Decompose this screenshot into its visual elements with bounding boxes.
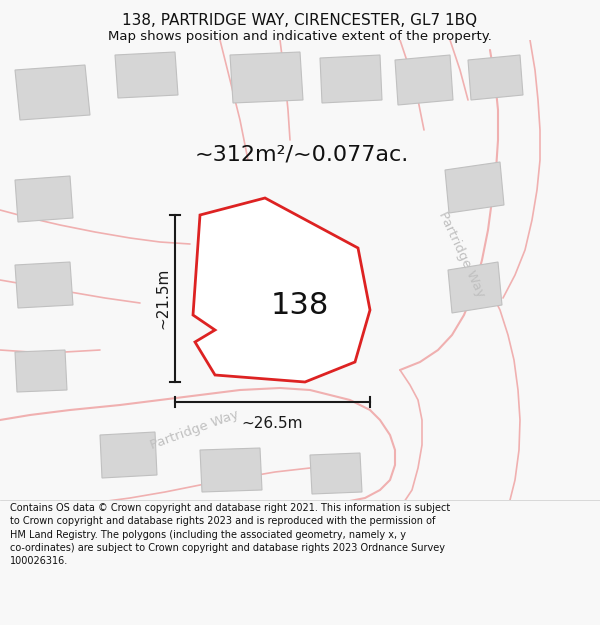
Polygon shape [15, 65, 90, 120]
Polygon shape [15, 176, 73, 222]
Polygon shape [200, 448, 262, 492]
Polygon shape [15, 350, 67, 392]
Polygon shape [445, 162, 504, 213]
Text: 138: 138 [271, 291, 329, 319]
Text: Partridge Way: Partridge Way [149, 408, 241, 452]
Text: Contains OS data © Crown copyright and database right 2021. This information is : Contains OS data © Crown copyright and d… [10, 503, 451, 566]
Polygon shape [193, 198, 370, 382]
Polygon shape [115, 52, 178, 98]
Polygon shape [100, 432, 157, 478]
Text: ~312m²/~0.077ac.: ~312m²/~0.077ac. [195, 145, 409, 165]
Polygon shape [468, 55, 523, 100]
Polygon shape [230, 52, 303, 103]
Text: 138, PARTRIDGE WAY, CIRENCESTER, GL7 1BQ: 138, PARTRIDGE WAY, CIRENCESTER, GL7 1BQ [122, 13, 478, 28]
Text: Map shows position and indicative extent of the property.: Map shows position and indicative extent… [108, 30, 492, 43]
Polygon shape [310, 453, 362, 494]
Text: ~26.5m: ~26.5m [242, 416, 303, 431]
Polygon shape [320, 55, 382, 103]
Polygon shape [448, 262, 502, 313]
Text: Partridge Way: Partridge Way [436, 210, 488, 300]
Polygon shape [15, 262, 73, 308]
Text: ~21.5m: ~21.5m [155, 268, 170, 329]
Polygon shape [270, 278, 352, 332]
Polygon shape [395, 55, 453, 105]
